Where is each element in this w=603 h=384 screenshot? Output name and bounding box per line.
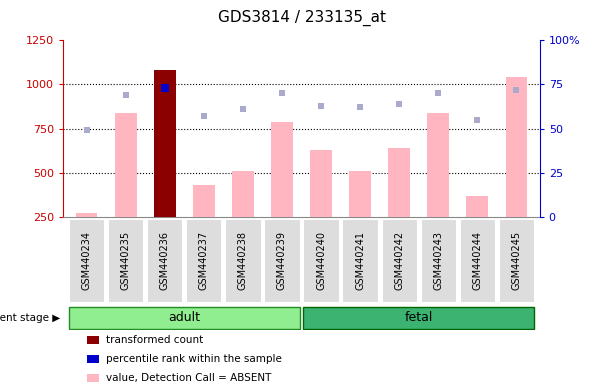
Bar [388,148,410,217]
Bar [505,78,527,217]
Bar [76,214,98,217]
FancyBboxPatch shape [226,219,260,302]
Text: adult: adult [168,311,200,324]
FancyBboxPatch shape [108,219,144,302]
Point [277,90,287,96]
Text: development stage ▶: development stage ▶ [0,313,60,323]
Text: GSM440239: GSM440239 [277,231,287,290]
Point [394,101,404,107]
Point [434,90,443,96]
Bar [428,113,449,217]
Bar [349,171,371,217]
FancyBboxPatch shape [343,219,377,302]
Text: GSM440243: GSM440243 [433,231,443,290]
FancyBboxPatch shape [69,219,104,302]
Text: GSM440235: GSM440235 [121,231,131,290]
Bar [232,171,254,217]
FancyBboxPatch shape [382,219,417,302]
Text: GSM440236: GSM440236 [160,231,170,290]
Text: GSM440240: GSM440240 [316,231,326,290]
FancyBboxPatch shape [186,219,221,302]
FancyBboxPatch shape [459,219,495,302]
Text: GSM440238: GSM440238 [238,231,248,290]
Point [238,106,248,112]
Text: GSM440237: GSM440237 [199,231,209,290]
FancyBboxPatch shape [421,219,456,302]
Point [82,127,92,134]
Bar [115,113,136,217]
FancyBboxPatch shape [264,219,300,302]
Point [472,117,482,123]
Text: transformed count: transformed count [106,335,203,345]
Text: value, Detection Call = ABSENT: value, Detection Call = ABSENT [106,373,271,383]
Text: GSM440242: GSM440242 [394,231,404,290]
Point [511,87,521,93]
Text: GSM440245: GSM440245 [511,231,521,290]
Bar [467,196,488,217]
Point [355,104,365,111]
Point [121,92,131,98]
FancyBboxPatch shape [303,306,534,329]
Bar [154,70,175,217]
Point [316,103,326,109]
Text: fetal: fetal [405,311,433,324]
FancyBboxPatch shape [499,219,534,302]
Text: GSM440241: GSM440241 [355,231,365,290]
Text: GSM440244: GSM440244 [472,231,482,290]
FancyBboxPatch shape [69,306,300,329]
Text: percentile rank within the sample: percentile rank within the sample [106,354,282,364]
Point [199,113,209,119]
Bar [271,122,292,217]
FancyBboxPatch shape [147,219,183,302]
Bar [311,150,332,217]
Point [160,85,169,91]
Bar [193,185,215,217]
FancyBboxPatch shape [303,219,339,302]
Text: GDS3814 / 233135_at: GDS3814 / 233135_at [218,10,385,26]
Text: GSM440234: GSM440234 [82,231,92,290]
